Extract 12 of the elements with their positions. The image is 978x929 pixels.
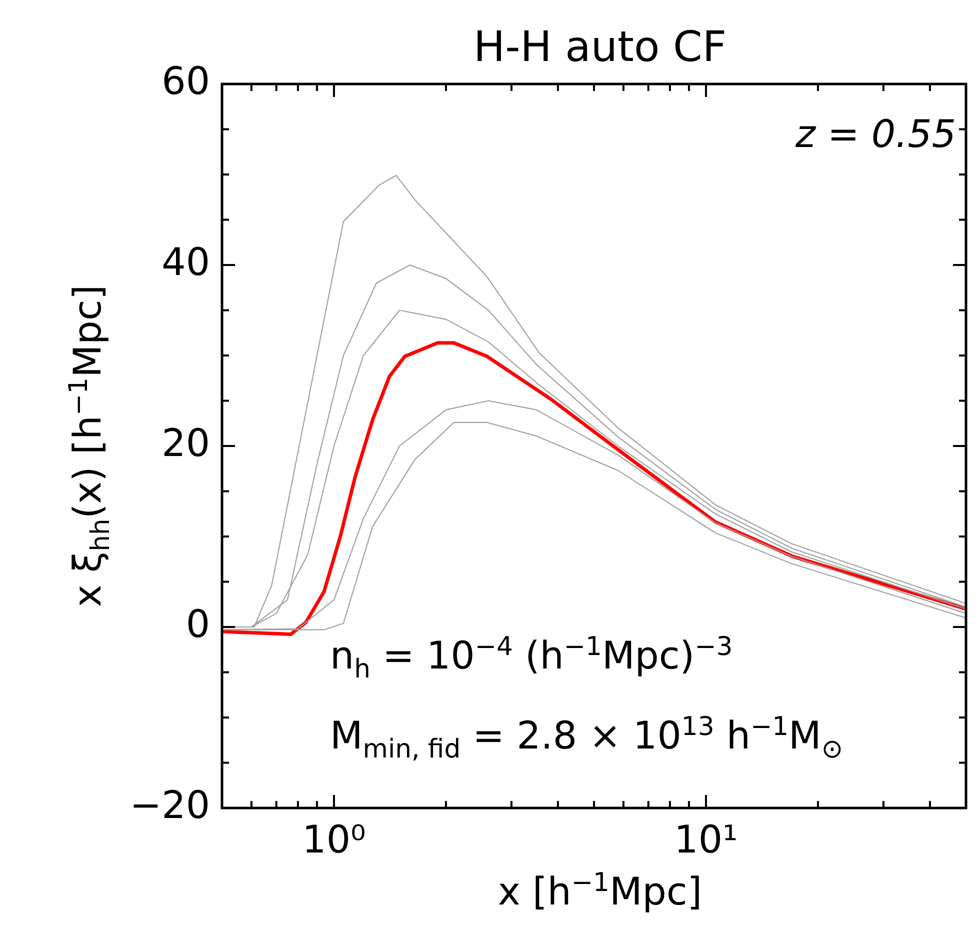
x-tick-label: 10¹ (674, 818, 738, 862)
chart-title: H-H auto CF (472, 22, 728, 71)
annotation: n$_{h}$ = 10$^{−4}$ (h$^{−1}$Mpc)$^{−3}$ (330, 632, 733, 684)
annotation: M$_{min, fid}$ = 2.8 × 10$^{13}$ h$^{−1}$M$_{⊙}$ (330, 712, 843, 764)
y-tick-label: 40 (162, 240, 210, 284)
x-axis-title: x [h$^{−1}$Mpc] (496, 868, 704, 914)
x-tick-label: 10⁰ (302, 818, 366, 862)
y-tick-label: 20 (162, 420, 210, 465)
annotation: z = 0.55 (795, 112, 956, 156)
y-tick-label: 60 (162, 58, 210, 103)
y-tick-label: 0 (186, 602, 210, 646)
y-tick-label: −20 (130, 782, 210, 827)
